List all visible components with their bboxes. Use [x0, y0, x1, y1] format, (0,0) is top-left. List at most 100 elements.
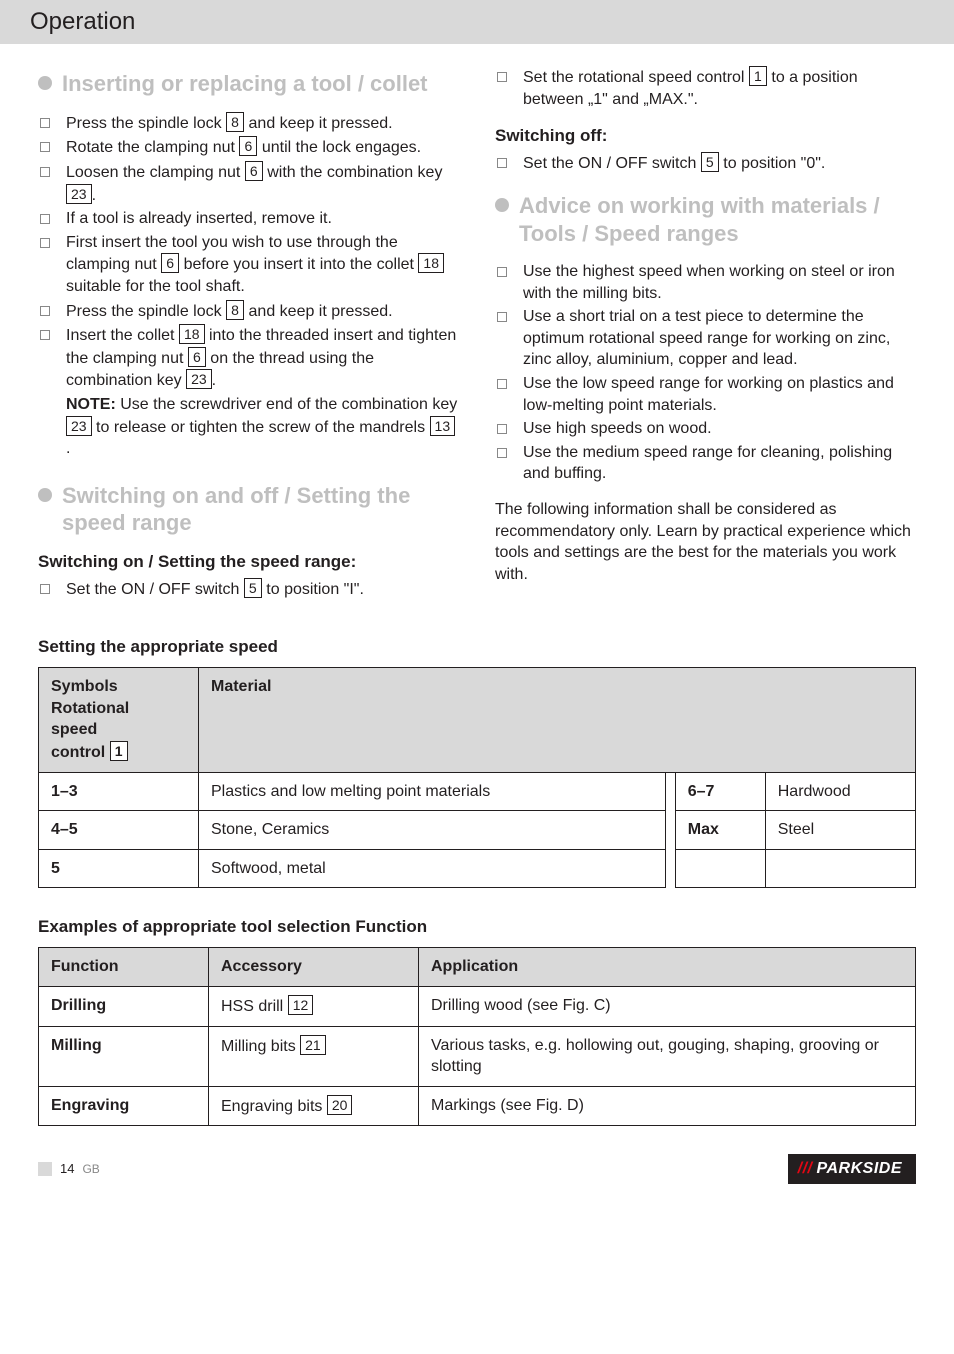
ref-box: 23 — [66, 416, 92, 436]
switch-off-list: Set the ON / OFF switch 5 to position "0… — [495, 152, 916, 175]
speed-table-title: Setting the appropriate speed — [38, 636, 916, 659]
fn-cell: Engraving — [39, 1086, 209, 1126]
acc-cell: Milling bits 21 — [209, 1026, 419, 1086]
page-number-block: 14 GB — [38, 1160, 100, 1178]
app-cell: Various tasks, e.g. hollowing out, gougi… — [419, 1026, 916, 1086]
table-row: 4–5 Stone, Ceramics Max Steel — [39, 811, 916, 850]
ref-box: 13 — [430, 416, 456, 436]
brand-name: PARKSIDE — [817, 1160, 903, 1177]
ref-box: 21 — [300, 1035, 326, 1055]
ref-box: 6 — [245, 161, 263, 181]
ref-box: 12 — [288, 995, 314, 1015]
section-insert-head: Inserting or replacing a tool / collet — [38, 70, 459, 98]
page-marker-icon — [38, 1162, 52, 1176]
ref-box: 23 — [186, 369, 212, 389]
col-accessory: Accessory — [209, 948, 419, 987]
switching-off-head: Switching off: — [495, 125, 916, 148]
list-item: Set the ON / OFF switch 5 to position "0… — [495, 152, 916, 175]
ref-box: 8 — [226, 112, 244, 132]
range-cell: Max — [675, 811, 765, 850]
section-advice-title: Advice on working with materials / Tools… — [519, 192, 916, 247]
acc-cell: HSS drill 12 — [209, 986, 419, 1026]
ref-box: 18 — [179, 324, 205, 344]
fn-cell: Drilling — [39, 986, 209, 1026]
tool-table-title: Examples of appropriate tool selection F… — [38, 916, 916, 939]
insert-list: Press the spindle lock 8 and keep it pre… — [38, 112, 459, 460]
range-cell — [675, 849, 765, 888]
section-insert-title: Inserting or replacing a tool / collet — [62, 70, 428, 98]
material-cell: Plastics and low melting point materials — [199, 772, 666, 811]
fn-cell: Milling — [39, 1026, 209, 1086]
range-cell: 4–5 — [39, 811, 199, 850]
list-item: If a tool is already inserted, remove it… — [38, 208, 459, 230]
speed-table: Symbols Rotational speed control 1 Mater… — [38, 667, 916, 888]
bullet-dot-icon — [38, 488, 52, 502]
table-row: 5 Softwood, metal — [39, 849, 916, 888]
list-item: Use high speeds on wood. — [495, 418, 916, 440]
section-switch-title: Switching on and off / Setting the speed… — [62, 482, 459, 537]
table-row: Drilling HSS drill 12 Drilling wood (see… — [39, 986, 916, 1026]
section-switch-head: Switching on and off / Setting the speed… — [38, 482, 459, 537]
page-footer: 14 GB /// PARKSIDE — [0, 1126, 954, 1204]
list-item: Rotate the clamping nut 6 until the lock… — [38, 136, 459, 159]
list-item: Set the ON / OFF switch 5 to position "I… — [38, 578, 459, 601]
material-cell: Softwood, metal — [199, 849, 666, 888]
ref-box: 5 — [244, 578, 262, 598]
note-label: NOTE: — [66, 396, 116, 413]
right-column: Set the rotational speed control 1 to a … — [495, 64, 916, 614]
list-item: Use a short trial on a test piece to det… — [495, 306, 916, 371]
ref-box: 6 — [239, 136, 257, 156]
ref-box: 6 — [161, 253, 179, 273]
page-header: Operation — [0, 0, 954, 44]
acc-cell: Engraving bits 20 — [209, 1086, 419, 1126]
spacer — [665, 772, 675, 811]
note-block: NOTE: Use the screwdriver end of the com… — [66, 394, 459, 460]
ref-box: 5 — [701, 152, 719, 172]
ref-box: 20 — [327, 1095, 353, 1115]
material-cell: Stone, Ceramics — [199, 811, 666, 850]
table-row: 1–3 Plastics and low melting point mater… — [39, 772, 916, 811]
material-cell: Steel — [765, 811, 915, 850]
ref-box: 23 — [66, 184, 92, 204]
bullet-dot-icon — [38, 76, 52, 90]
col-application: Application — [419, 948, 916, 987]
list-item: Use the highest speed when working on st… — [495, 261, 916, 304]
table-header-row: Symbols Rotational speed control 1 Mater… — [39, 668, 916, 772]
app-cell: Markings (see Fig. D) — [419, 1086, 916, 1126]
list-item: Use the medium speed range for cleaning,… — [495, 442, 916, 485]
switching-on-head: Switching on / Setting the speed range: — [38, 551, 459, 574]
rot-speed-list: Set the rotational speed control 1 to a … — [495, 66, 916, 110]
table-row: Engraving Engraving bits 20 Markings (se… — [39, 1086, 916, 1126]
range-cell: 1–3 — [39, 772, 199, 811]
table-row: Milling Milling bits 21 Various tasks, e… — [39, 1026, 916, 1086]
list-item: Loosen the clamping nut 6 with the combi… — [38, 161, 459, 206]
page-body: Inserting or replacing a tool / collet P… — [0, 44, 954, 1126]
material-cell — [765, 849, 915, 888]
region-code: GB — [82, 1161, 99, 1177]
list-item: Use the low speed range for working on p… — [495, 373, 916, 416]
section-advice-head: Advice on working with materials / Tools… — [495, 192, 916, 247]
two-columns: Inserting or replacing a tool / collet P… — [38, 64, 916, 614]
page-number: 14 — [60, 1160, 74, 1178]
ref-box: 18 — [418, 253, 444, 273]
col-function: Function — [39, 948, 209, 987]
ref-box: 1 — [110, 741, 128, 761]
left-column: Inserting or replacing a tool / collet P… — [38, 64, 459, 614]
material-cell: Hardwood — [765, 772, 915, 811]
list-item: Press the spindle lock 8 and keep it pre… — [38, 112, 459, 135]
table-header-row: Function Accessory Application — [39, 948, 916, 987]
ref-box: 8 — [226, 300, 244, 320]
app-cell: Drilling wood (see Fig. C) — [419, 986, 916, 1026]
advice-paragraph: The following information shall be consi… — [495, 499, 916, 585]
ref-box: 6 — [188, 347, 206, 367]
spacer — [665, 849, 675, 888]
brand-slashes-icon: /// — [798, 1160, 813, 1177]
list-item: Insert the collet 18 into the threaded i… — [38, 324, 459, 460]
col-material: Material — [199, 668, 916, 772]
ref-box: 1 — [749, 66, 767, 86]
switch-on-list: Set the ON / OFF switch 5 to position "I… — [38, 578, 459, 601]
col-symbols: Symbols Rotational speed control 1 — [39, 668, 199, 772]
advice-list: Use the highest speed when working on st… — [495, 261, 916, 485]
brand-badge: /// PARKSIDE — [788, 1154, 916, 1184]
bullet-dot-icon — [495, 198, 509, 212]
